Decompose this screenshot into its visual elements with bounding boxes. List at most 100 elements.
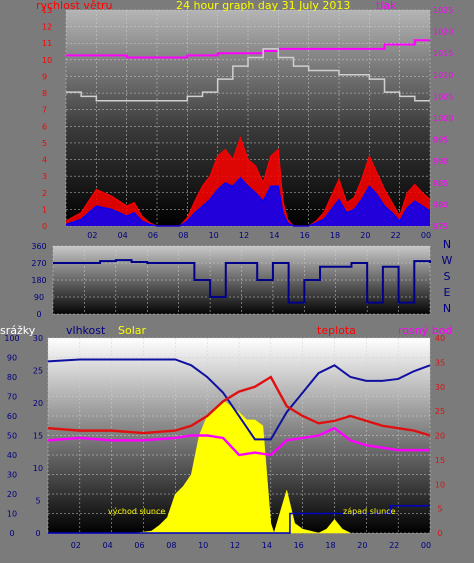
tick-label-hour: 08: [178, 231, 188, 240]
tick-label-wind: 2: [42, 189, 47, 198]
solar-label: Solar: [118, 324, 147, 337]
wind-line: [65, 136, 431, 227]
compass-label: E: [444, 286, 451, 299]
rain-line: [48, 504, 430, 534]
tick-label-hour: 22: [389, 541, 399, 550]
tick-label-humidity: 30: [33, 334, 43, 343]
rain-label: srážky: [0, 324, 36, 337]
tick-label-hour: 06: [134, 541, 144, 550]
tick-label-pressure: 1015: [433, 49, 453, 58]
compass-label: N: [443, 238, 451, 251]
tick-label-hour: 20: [360, 231, 370, 240]
tick-label-wind: 1: [42, 205, 47, 214]
tick-label-hour: 00: [421, 231, 431, 240]
tick-label-wind: 0: [42, 222, 47, 231]
tick-labels: 0123456789101112139759809859909951000100…: [4, 6, 453, 550]
tick-label-hour: 02: [71, 541, 81, 550]
tick-label-hour: 02: [87, 231, 97, 240]
dewpoint-line: [47, 426, 430, 457]
tick-label-hour: 16: [294, 541, 304, 550]
tick-label-direction: 270: [31, 259, 46, 268]
tick-label-temperature: 25: [435, 407, 445, 416]
tick-label-hour: 12: [239, 231, 249, 240]
tick-label-hour: 14: [269, 231, 279, 240]
tick-label-pressure: 995: [433, 136, 448, 145]
compass-label: W: [442, 254, 453, 267]
grid-temperature: [47, 337, 431, 534]
tick-label-pressure: 1000: [433, 114, 453, 123]
tick-label-rain: 30: [7, 471, 17, 480]
tick-label-direction: 90: [34, 293, 44, 302]
tick-label-direction: 0: [36, 310, 41, 319]
tick-label-hour: 00: [421, 541, 431, 550]
pressure-line: [66, 39, 430, 59]
humidity-label: vlhkost: [66, 324, 106, 337]
direction-line: [53, 259, 431, 304]
tick-label-hour: 10: [209, 231, 219, 240]
tick-label-temperature: 5: [437, 505, 442, 514]
tick-label-humidity: 5: [35, 497, 40, 506]
tick-label-hour: 18: [325, 541, 335, 550]
tick-label-pressure: 1010: [433, 71, 453, 80]
tick-label-rain: 100: [4, 334, 19, 343]
tick-label-hour: 22: [391, 231, 401, 240]
tick-label-hour: 06: [148, 231, 158, 240]
tick-label-humidity: 25: [33, 367, 43, 376]
sunset-label: západ slunce: [343, 507, 396, 516]
tick-label-pressure: 1025: [433, 6, 453, 15]
tick-label-rain: 70: [7, 393, 17, 402]
gust-line: [65, 176, 431, 227]
tick-label-rain: 50: [7, 432, 17, 441]
chart-marks: [47, 39, 431, 534]
tick-label-wind: 10: [42, 56, 52, 65]
tick-label-wind: 13: [42, 6, 52, 15]
wind-axis-label: rychlost větru: [36, 0, 112, 12]
tick-label-hour: 16: [300, 231, 310, 240]
tick-label-humidity: 0: [35, 529, 40, 538]
gust-area: [66, 177, 430, 226]
tick-label-pressure: 1020: [433, 28, 453, 37]
tick-label-temperature: 35: [435, 358, 445, 367]
compass-label: N: [443, 302, 451, 315]
tick-label-hour: 18: [330, 231, 340, 240]
tick-label-wind: 7: [42, 106, 47, 115]
gray-line: [66, 48, 430, 102]
tick-label-hour: 12: [230, 541, 240, 550]
tick-label-humidity: 20: [33, 399, 43, 408]
tick-label-hour: 14: [262, 541, 272, 550]
tick-label-wind: 6: [42, 122, 47, 131]
tick-label-direction: 360: [31, 242, 46, 251]
tick-label-humidity: 15: [33, 432, 43, 441]
tick-label-wind: 8: [42, 89, 47, 98]
tick-label-temperature: 10: [435, 480, 445, 489]
tick-label-pressure: 975: [433, 222, 448, 231]
tick-label-hour: 10: [198, 541, 208, 550]
sunrise-label: východ slunce: [108, 507, 165, 516]
tick-label-direction: 180: [31, 276, 46, 285]
graph-title: 24 hour graph day 31 July 2013: [176, 0, 350, 12]
tick-label-wind: 5: [42, 139, 47, 148]
tick-label-rain: 80: [7, 373, 17, 382]
tick-label-wind: 11: [42, 39, 52, 48]
tick-label-temperature: 30: [435, 383, 445, 392]
pressure-axis-label: tlak: [376, 0, 397, 12]
tick-label-pressure: 990: [433, 157, 448, 166]
tick-label-pressure: 1005: [433, 92, 453, 101]
tick-label-rain: 90: [7, 354, 17, 363]
tick-label-wind: 3: [42, 172, 47, 181]
tick-label-rain: 0: [9, 529, 14, 538]
temperature-label: teplota: [317, 324, 356, 337]
tick-label-rain: 20: [7, 490, 17, 499]
humidity-line: [47, 358, 431, 441]
temperature-line: [47, 375, 431, 437]
tick-label-temperature: 40: [435, 334, 445, 343]
tick-label-temperature: 20: [435, 432, 445, 441]
tick-label-wind: 9: [42, 72, 47, 81]
tick-label-hour: 20: [357, 541, 367, 550]
compass-label: S: [444, 270, 451, 283]
tick-label-rain: 10: [7, 510, 17, 519]
tick-label-hour: 04: [118, 231, 128, 240]
tick-label-hour: 04: [103, 541, 113, 550]
